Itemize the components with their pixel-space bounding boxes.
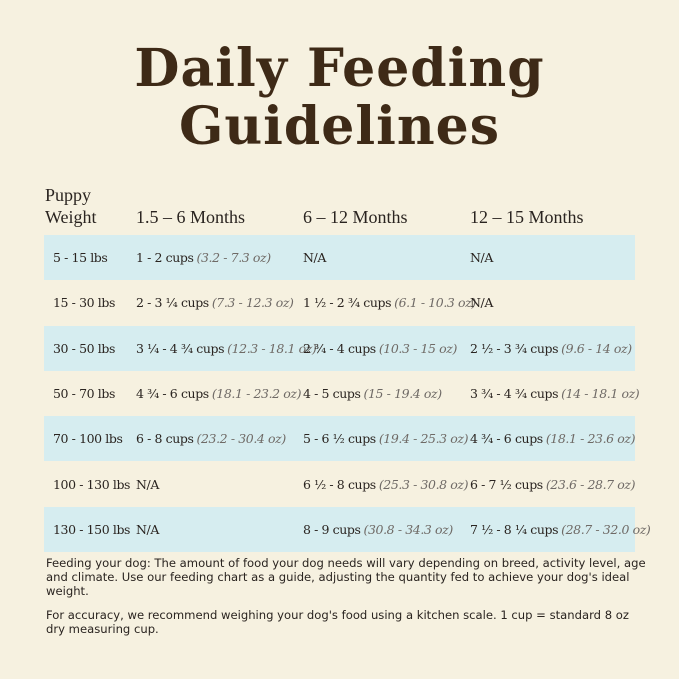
amount-cell: N/A xyxy=(303,235,329,280)
weight-cell: 5 - 15 lbs xyxy=(53,250,108,265)
amount-cell: 7 ½ - 8 ¼ cups (28.7 - 32.0 oz) xyxy=(470,507,651,552)
ounces-value: (7.3 - 12.3 oz) xyxy=(211,295,294,311)
table-row: 5 - 15 lbs 1 - 2 cups (3.2 - 7.3 oz) N/A N/A xyxy=(44,235,635,280)
ounces-value: (15 - 19.4 oz) xyxy=(363,385,443,401)
amount-cell: 2 ½ - 3 ¾ cups (9.6 - 14 oz) xyxy=(470,326,632,371)
amount-cell: N/A xyxy=(470,280,496,325)
cups-value: N/A xyxy=(470,295,493,311)
amount-cell: 6 - 8 cups (23.2 - 30.4 oz) xyxy=(136,416,286,461)
ounces-value: (6.1 - 10.3 oz) xyxy=(394,295,476,311)
amount-cell: 6 - 7 ½ cups (23.6 - 28.7 oz) xyxy=(470,462,635,507)
cups-value: N/A xyxy=(470,250,493,265)
cups-value: 7 ½ - 8 ¼ cups xyxy=(470,521,559,537)
cups-value: N/A xyxy=(136,521,159,537)
ounces-value: (12.3 - 18.1 oz) xyxy=(227,340,317,356)
header-col2: 6 – 12 Months xyxy=(303,207,408,227)
cups-value: 2 ¾ - 4 cups xyxy=(303,340,376,356)
cups-value: 4 ¾ - 6 cups xyxy=(136,385,209,401)
title-line-2: Guidelines xyxy=(178,96,501,157)
title-line-1: Daily Feeding xyxy=(134,38,545,99)
ounces-value: (28.7 - 32.0 oz) xyxy=(561,521,651,537)
weight-cell: 50 - 70 lbs xyxy=(53,385,115,401)
amount-cell: 2 ¾ - 4 cups (10.3 - 15 oz) xyxy=(303,326,457,371)
cups-value: 3 ¾ - 4 ¾ cups xyxy=(470,385,559,401)
cups-value: 4 - 5 cups xyxy=(303,385,361,401)
cups-value: 6 ½ - 8 cups xyxy=(303,476,376,492)
ounces-value: (14 - 18.1 oz) xyxy=(561,385,640,401)
feeding-note: Feeding your dog: The amount of food you… xyxy=(46,556,646,598)
cups-value: 1 ½ - 2 ¾ cups xyxy=(303,295,392,311)
table-row: 130 - 150 lbs N/A 8 - 9 cups (30.8 - 34.3 o… xyxy=(44,506,651,552)
header-weight-line1: Puppy xyxy=(45,185,92,205)
accuracy-note: For accuracy, we recommend weighing your… xyxy=(46,608,629,636)
table-row: 15 - 30 lbs 2 - 3 ¼ cups (7.3 - 12.3 oz) 1 … xyxy=(44,280,635,325)
amount-cell: 3 ¾ - 4 ¾ cups (14 - 18.1 oz) xyxy=(470,371,640,416)
cups-value: 5 - 6 ½ cups xyxy=(303,431,376,447)
amount-cell: 3 ¼ - 4 ¾ cups (12.3 - 18.1 oz) xyxy=(136,326,317,371)
ounces-value: (19.4 - 25.3 oz) xyxy=(378,431,469,447)
amount-cell: 1 - 2 cups (3.2 - 7.3 oz) xyxy=(136,235,271,280)
cups-value: 8 - 9 cups xyxy=(303,521,361,537)
ounces-value: (18.1 - 23.6 oz) xyxy=(545,431,636,447)
header-weight: Puppy Weight xyxy=(45,184,97,228)
amount-cell: N/A xyxy=(470,235,496,280)
ounces-value: (9.6 - 14 oz) xyxy=(561,340,632,356)
cups-value: N/A xyxy=(136,476,159,492)
ounces-value: (25.3 - 30.8 oz) xyxy=(378,476,469,492)
amount-cell: 8 - 9 cups (30.8 - 34.3 oz) xyxy=(303,507,453,552)
ounces-value: (23.6 - 28.7 oz) xyxy=(545,476,636,492)
header-col3: 12 – 15 Months xyxy=(470,207,584,227)
table-row: 70 - 100 lbs 6 - 8 cups (23.2 - 30.4 oz) 5 … xyxy=(44,416,635,462)
header-weight-line2: Weight xyxy=(45,207,97,227)
page-title: Daily Feeding Guidelines xyxy=(0,40,679,156)
weight-cell: 130 - 150 lbs xyxy=(53,521,131,537)
weight-cell: 15 - 30 lbs xyxy=(53,295,115,311)
cups-value: N/A xyxy=(303,250,326,265)
amount-cell: N/A xyxy=(136,507,162,552)
amount-cell: 4 ¾ - 6 cups (18.1 - 23.6 oz) xyxy=(470,416,635,461)
amount-cell: N/A xyxy=(136,462,162,507)
weight-cell: 70 - 100 lbs xyxy=(53,431,123,447)
amount-cell: 6 ½ - 8 cups (25.3 - 30.8 oz) xyxy=(303,462,468,507)
cups-value: 2 - 3 ¼ cups xyxy=(136,295,209,311)
cups-value: 6 - 7 ½ cups xyxy=(470,476,543,492)
cups-value: 3 ¼ - 4 ¾ cups xyxy=(136,340,225,356)
cups-value: 6 - 8 cups xyxy=(136,431,194,447)
ounces-value: (30.8 - 34.3 oz) xyxy=(363,521,454,537)
weight-cell: 30 - 50 lbs xyxy=(53,340,115,356)
cups-value: 1 - 2 cups xyxy=(136,250,194,265)
amount-cell: 5 - 6 ½ cups (19.4 - 25.3 oz) xyxy=(303,416,468,461)
cups-value: 4 ¾ - 6 cups xyxy=(470,431,543,447)
table-row: 30 - 50 lbs 3 ¼ - 4 ¾ cups (12.3 - 18.1 oz… xyxy=(44,325,635,371)
ounces-value: (3.2 - 7.3 oz) xyxy=(196,250,272,265)
cups-value: 2 ½ - 3 ¾ cups xyxy=(470,340,559,356)
table-row: 50 - 70 lbs 4 ¾ - 6 cups (18.1 - 23.2 oz) 4… xyxy=(44,371,640,416)
amount-cell: 4 ¾ - 6 cups (18.1 - 23.2 oz) xyxy=(136,371,301,416)
header-col1: 1.5 – 6 Months xyxy=(136,207,246,227)
amount-cell: 2 - 3 ¼ cups (7.3 - 12.3 oz) xyxy=(136,280,294,325)
ounces-value: (18.1 - 23.2 oz) xyxy=(211,385,302,401)
table-row: 100 - 130 lbs N/A 6 ½ - 8 cups (25.3 - 30.8… xyxy=(44,462,635,507)
ounces-value: (23.2 - 30.4 oz) xyxy=(196,431,287,447)
ounces-value: (10.3 - 15 oz) xyxy=(378,340,458,356)
amount-cell: 4 - 5 cups (15 - 19.4 oz) xyxy=(303,371,442,416)
amount-cell: 1 ½ - 2 ¾ cups (6.1 - 10.3 oz) xyxy=(303,280,476,325)
weight-cell: 100 - 130 lbs xyxy=(53,476,131,492)
